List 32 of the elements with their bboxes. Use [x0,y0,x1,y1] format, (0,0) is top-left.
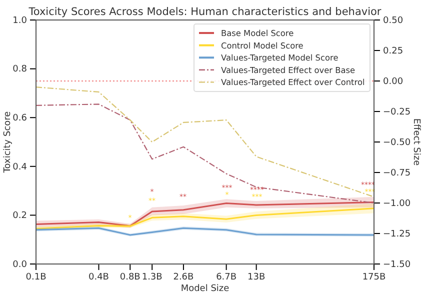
y2-tick-label: 0.50 [383,16,404,26]
x-tick-label: 13B [248,272,266,282]
x-axis-title: Model Size [180,284,230,294]
y-tick-label: 0.6 [12,113,28,124]
x-tick-label: 0.4B [88,272,109,282]
legend-label: Values-Targeted Effect over Base [221,64,356,75]
y2-tick-label: 0.00 [383,76,404,87]
y2-tick-label: −1.50 [383,260,411,270]
y2-tick-label: −0.50 [383,138,411,148]
legend-label: Values-Targeted Effect over Control [221,77,365,88]
x-tick-label: 1.3B [142,272,162,282]
y2-tick-label: 0.25 [383,46,404,56]
y-tick-label: 0.2 [12,211,27,222]
x-tick-label: 175B [362,272,386,282]
x-tick-label: 0.1B [26,272,46,282]
legend-label: Base Model Score [221,28,294,38]
y-tick-label: 1.0 [12,16,28,26]
chart-title: Toxicity Scores Across Models: Human characteristics and behavior [28,6,382,18]
y2-tick-label: −1.00 [383,198,411,209]
y-tick-label: 0.4 [12,162,28,172]
legend-label: Control Model Score [221,40,304,50]
legend-label: Values-Targeted Model Score [221,52,338,63]
y-axis-title: Toxicity Score [3,110,13,174]
y2-axis-title: Effect Size [411,118,421,166]
y-tick-label: 0.0 [12,260,28,270]
y2-tick-label: −0.75 [383,168,411,178]
x-tick-label: 2.6B [173,272,194,282]
x-tick-label: 6.7B [216,272,237,282]
x-tick-label: 0.8B [120,272,140,282]
y-tick-label: 0.8 [12,64,28,75]
y2-tick-label: −0.25 [383,107,411,118]
y2-tick-label: −1.25 [383,229,411,240]
